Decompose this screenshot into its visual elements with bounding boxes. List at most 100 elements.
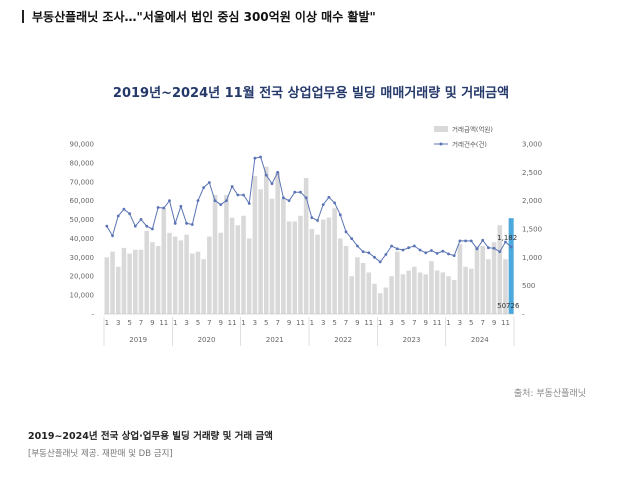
line-point (367, 251, 371, 255)
x-month-tick-label: 3 (321, 319, 325, 327)
y-left-tick-label: 20,000 (70, 273, 95, 281)
x-month-tick-label: 1 (378, 319, 382, 327)
line-point (242, 193, 245, 197)
chart-bar (207, 236, 212, 314)
source-label: 출처: 부동산플래닛 (513, 389, 586, 399)
chart-bar (286, 221, 292, 314)
article-headline: 부동산플래닛 조사…"서울에서 법인 중심 300억원 이상 매수 활발" (22, 8, 376, 25)
x-month-tick-label: 1 (173, 319, 177, 327)
chart-bar (320, 219, 326, 314)
line-point (412, 244, 416, 248)
chart-bar (303, 178, 309, 314)
line-point (390, 244, 393, 248)
line-point (213, 199, 217, 203)
line-point (395, 247, 399, 251)
chart-bar (144, 230, 149, 314)
chart-bar (457, 244, 463, 314)
chart-bar (309, 229, 315, 314)
line-point (196, 199, 200, 203)
y-right-tick-label: 2,500 (522, 169, 542, 177)
line-point (481, 238, 485, 242)
line-point (475, 247, 479, 251)
x-year-label: 2024 (471, 336, 489, 344)
line-point (384, 253, 388, 256)
chart-bar (127, 253, 132, 314)
line-point (430, 249, 433, 252)
chart-bar (110, 251, 115, 314)
line-point (179, 204, 183, 208)
chart-bar (212, 195, 218, 314)
chart-bar (429, 261, 434, 314)
x-month-tick-label: 3 (458, 319, 462, 327)
chart-bar (394, 251, 400, 314)
x-month-tick-label: 5 (264, 319, 268, 327)
chart-bar (412, 266, 417, 314)
chart-bar (366, 272, 372, 314)
y-right-tick-label: 2,000 (522, 197, 542, 205)
chart-bar (400, 274, 406, 314)
line-point (122, 207, 126, 211)
x-month-tick-label: 9 (287, 319, 291, 327)
line-point (145, 224, 149, 228)
y-left-tick-label: 50,000 (70, 216, 95, 224)
line-point (458, 239, 462, 243)
x-month-tick-label: 9 (150, 319, 154, 327)
chart-bar (161, 208, 167, 314)
line-point (133, 224, 137, 228)
chart-bar (167, 232, 172, 314)
chart-bar (138, 249, 144, 314)
chart-bar (360, 263, 366, 314)
chart-bar (298, 215, 303, 314)
chart-bar (508, 218, 514, 314)
line-point (441, 249, 445, 253)
chart-bar (406, 270, 411, 314)
chart-bar (258, 189, 263, 314)
chart-bar (440, 272, 446, 314)
line-point (378, 260, 382, 264)
x-month-tick-label: 5 (196, 319, 200, 327)
chart-bar (451, 280, 457, 314)
chart-bar (218, 232, 224, 314)
line-point (270, 182, 274, 186)
x-month-tick-label: 5 (127, 319, 131, 327)
chart-bar (423, 274, 429, 314)
chart-bar (355, 257, 360, 314)
line-point (464, 239, 467, 243)
line-point (259, 155, 262, 159)
y-right-tick-label: 3,000 (522, 141, 542, 149)
line-point (219, 203, 223, 207)
line-point (373, 255, 376, 259)
x-month-tick-label: 11 (228, 319, 237, 327)
chart-bar (241, 215, 246, 314)
chart-bar (480, 246, 485, 314)
chart-bar (349, 276, 354, 314)
x-month-tick-label: 7 (139, 319, 143, 327)
chart-bar (201, 259, 206, 314)
line-point (424, 251, 428, 255)
line-point (310, 216, 314, 220)
chart-bar (315, 234, 320, 314)
line-point (105, 224, 109, 228)
line-point (498, 250, 502, 254)
x-month-tick-label: 11 (159, 319, 168, 327)
y-right-tick-label: 500 (522, 282, 535, 290)
chart-bar (155, 246, 161, 314)
chart-bar (133, 249, 138, 314)
chart-bar (224, 195, 229, 314)
line-point (356, 244, 359, 248)
x-month-tick-label: 9 (219, 319, 223, 327)
line-point (139, 217, 143, 221)
chart-bar (235, 225, 241, 314)
line-point (111, 234, 114, 238)
line-point (116, 214, 120, 218)
annotation-transaction-amount: 50726 (497, 302, 520, 310)
x-year-label: 2022 (334, 336, 352, 344)
line-point (492, 246, 496, 250)
y-right-tick-label: 1,500 (522, 226, 542, 234)
y-left-tick-label: 10,000 (70, 292, 95, 300)
line-point (230, 185, 234, 188)
x-month-tick-label: 1 (105, 319, 109, 327)
line-point (247, 202, 251, 205)
chart-bar (377, 293, 383, 314)
chart-bar (389, 276, 394, 314)
